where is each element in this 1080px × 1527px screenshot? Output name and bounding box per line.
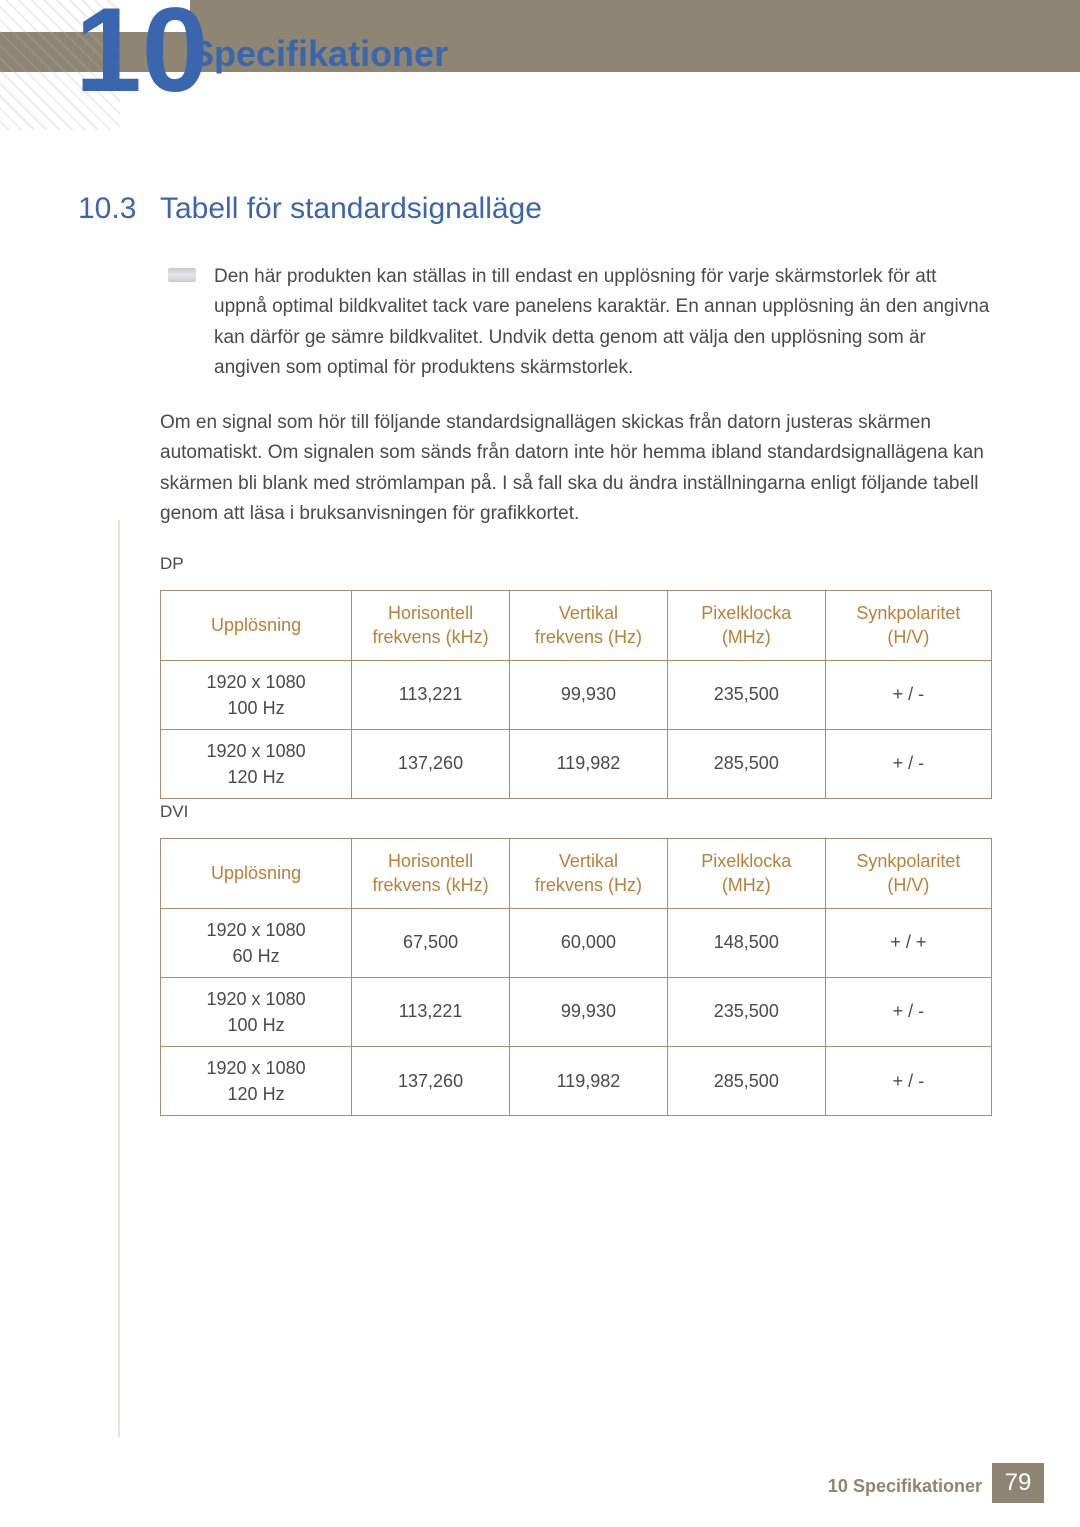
cell-vfreq: 119,982 (510, 1046, 668, 1115)
dvi-table: Upplösning Horisontellfrekvens (kHz) Ver… (160, 838, 992, 1116)
col-header-resolution: Upplösning (161, 839, 352, 909)
table-row: 1920 x 108060 Hz 67,500 60,000 148,500 +… (161, 908, 992, 977)
dvi-block: DVI Upplösning Horisontellfrekvens (kHz)… (160, 780, 992, 1116)
cell-vfreq: 60,000 (510, 908, 668, 977)
cell-resolution: 1920 x 1080120 Hz (161, 1046, 352, 1115)
col-header-hfreq: Horisontellfrekvens (kHz) (352, 839, 510, 909)
col-header-vfreq: Vertikalfrekvens (Hz) (510, 839, 668, 909)
cell-sync: + / - (825, 660, 991, 729)
footer-chapter-label: 10 Specifikationer (828, 1476, 982, 1497)
page-title: Specifikationer (190, 33, 448, 75)
table-row: 1920 x 1080120 Hz 137,260 119,982 285,50… (161, 1046, 992, 1115)
dp-table-label: DP (160, 554, 992, 574)
cell-resolution: 1920 x 108060 Hz (161, 908, 352, 977)
cell-sync: + / - (825, 977, 991, 1046)
page: 10 Specifikationer 10.3Tabell för standa… (0, 0, 1080, 1527)
col-header-hfreq: Horisontellfrekvens (kHz) (352, 591, 510, 661)
cell-pclk: 235,500 (667, 977, 825, 1046)
table-row: 1920 x 1080100 Hz 113,221 99,930 235,500… (161, 977, 992, 1046)
cell-pclk: 235,500 (667, 660, 825, 729)
table-header-row: Upplösning Horisontellfrekvens (kHz) Ver… (161, 591, 992, 661)
cell-resolution: 1920 x 1080100 Hz (161, 977, 352, 1046)
table-header-row: Upplösning Horisontellfrekvens (kHz) Ver… (161, 839, 992, 909)
intro-text: Om en signal som hör till följande stand… (160, 408, 992, 530)
col-header-sync: Synkpolaritet(H/V) (825, 839, 991, 909)
dvi-table-label: DVI (160, 802, 992, 822)
cell-pclk: 285,500 (667, 1046, 825, 1115)
note-icon (168, 268, 196, 282)
cell-hfreq: 137,260 (352, 1046, 510, 1115)
dp-table: Upplösning Horisontellfrekvens (kHz) Ver… (160, 590, 992, 799)
cell-resolution: 1920 x 1080100 Hz (161, 660, 352, 729)
footer: 10 Specifikationer 79 (0, 1463, 1080, 1503)
cell-hfreq: 67,500 (352, 908, 510, 977)
cell-pclk: 148,500 (667, 908, 825, 977)
table-row: 1920 x 1080100 Hz 113,221 99,930 235,500… (161, 660, 992, 729)
footer-page-number: 79 (992, 1463, 1044, 1503)
col-header-pclk: Pixelklocka(MHz) (667, 591, 825, 661)
cell-vfreq: 99,930 (510, 977, 668, 1046)
cell-sync: + / - (825, 1046, 991, 1115)
col-header-sync: Synkpolaritet(H/V) (825, 591, 991, 661)
note-text: Den här produkten kan ställas in till en… (214, 262, 992, 384)
cell-vfreq: 99,930 (510, 660, 668, 729)
left-vertical-rule (118, 520, 120, 1437)
cell-hfreq: 113,221 (352, 660, 510, 729)
note-block: Den här produkten kan ställas in till en… (168, 262, 992, 384)
col-header-pclk: Pixelklocka(MHz) (667, 839, 825, 909)
section-heading-row: 10.3Tabell för standardsignalläge (78, 192, 992, 226)
intro-block: Om en signal som hör till följande stand… (160, 408, 992, 530)
section-heading: 10.3Tabell för standardsignalläge (78, 192, 992, 226)
col-header-vfreq: Vertikalfrekvens (Hz) (510, 591, 668, 661)
dp-block: DP Upplösning Horisontellfrekvens (kHz) … (160, 532, 992, 799)
cell-hfreq: 113,221 (352, 977, 510, 1046)
section-title: Tabell för standardsignalläge (160, 192, 542, 225)
chapter-number: 10 (75, 0, 208, 110)
col-header-resolution: Upplösning (161, 591, 352, 661)
section-number: 10.3 (78, 192, 160, 226)
cell-sync: + / + (825, 908, 991, 977)
